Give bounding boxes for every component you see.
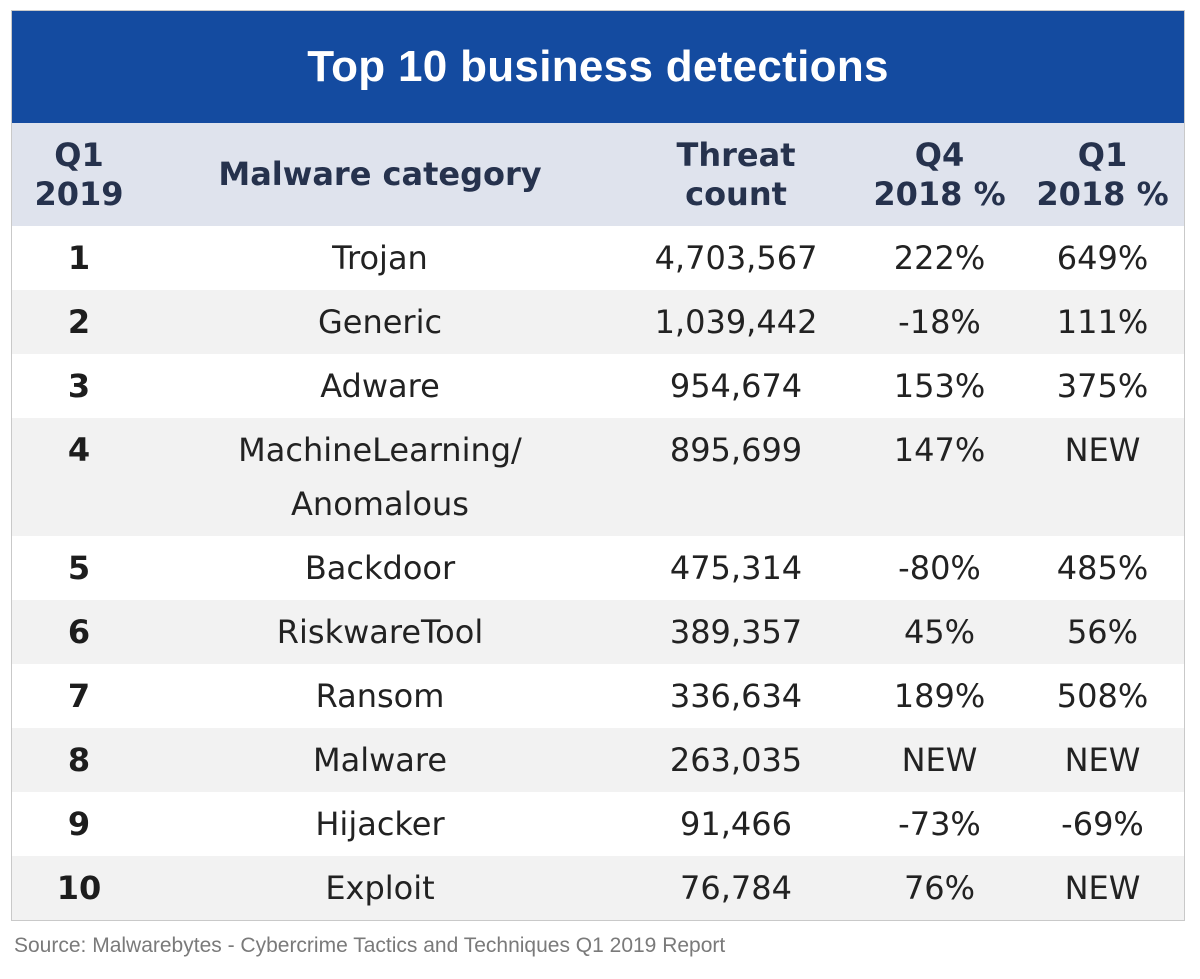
q4-2018-pct-cell: 222% (893, 239, 986, 277)
q4-2018-pct-cell: 147% (893, 431, 986, 469)
category-cell: Hijacker (146, 792, 614, 856)
header-category: Malware category (146, 123, 614, 226)
threat-count-cell: 76,784 (680, 869, 792, 907)
category-cell: RiskwareTool (146, 600, 614, 664)
table-row: 9 Hijacker 91,466 -73% -69% (12, 792, 1184, 856)
q1-2018-pct-cell: NEW (1064, 431, 1141, 469)
header-q1-line: 2018 % (1036, 174, 1169, 213)
table-row: 6 RiskwareTool 389,357 45% 56% (12, 600, 1184, 664)
q1-2018-pct-cell: 485% (1056, 549, 1149, 587)
header-q4-2018: Q4 2018 % (858, 123, 1021, 226)
header-q1-2018: Q1 2018 % (1021, 123, 1184, 226)
header-rank-line: Q1 (54, 135, 104, 174)
q1-2018-pct-cell: NEW (1064, 741, 1141, 779)
category-line: MachineLearning/ (238, 431, 522, 469)
table-row: 8 Malware 263,035 NEW NEW (12, 728, 1184, 792)
rank-cell: 10 (56, 869, 102, 907)
q1-2018-pct-cell: 649% (1056, 239, 1149, 277)
category-line: Trojan (332, 239, 428, 277)
category-cell: Trojan (146, 226, 614, 290)
rank-cell: 4 (67, 431, 91, 469)
category-cell: Malware (146, 728, 614, 792)
header-rank: Q1 2019 (12, 123, 146, 226)
category-line: Anomalous (291, 485, 469, 523)
table-row: 5 Backdoor 475,314 -80% 485% (12, 536, 1184, 600)
detections-table: Q1 2019 Malware category Threat count Q4… (12, 123, 1184, 920)
category-cell: Ransom (146, 664, 614, 728)
rank-cell: 6 (67, 613, 91, 651)
table-row: 2 Generic 1,039,442 -18% 111% (12, 290, 1184, 354)
threat-count-cell: 336,634 (669, 677, 803, 715)
q1-2018-pct-cell: 508% (1056, 677, 1149, 715)
header-count-line: count (685, 174, 787, 213)
category-line: Generic (317, 303, 443, 341)
threat-count-cell: 4,703,567 (654, 239, 818, 277)
q4-2018-pct-cell: 76% (903, 869, 976, 907)
category-line: Hijacker (315, 805, 445, 843)
title-bar: Top 10 business detections (12, 11, 1184, 123)
q4-2018-pct-cell: 153% (893, 367, 986, 405)
table-card: Top 10 business detections Q1 2019 Malwa… (11, 10, 1185, 921)
q4-2018-pct-cell: -80% (898, 549, 981, 587)
threat-count-cell: 475,314 (669, 549, 803, 587)
category-line: Adware (320, 367, 440, 405)
header-q4-line: Q4 (914, 135, 965, 174)
q1-2018-pct-cell: 111% (1056, 303, 1149, 341)
category-cell: Exploit (146, 856, 614, 920)
category-line: Exploit (325, 869, 435, 907)
threat-count-cell: 263,035 (669, 741, 803, 779)
header-count: Threat count (614, 123, 858, 226)
header-category-label: Malware category (218, 155, 542, 193)
rank-cell: 7 (67, 677, 91, 715)
category-cell: Adware (146, 354, 614, 418)
rank-cell: 2 (67, 303, 91, 341)
header-q4-line: 2018 % (873, 174, 1006, 213)
category-line: Ransom (315, 677, 445, 715)
header-row: Q1 2019 Malware category Threat count Q4… (12, 123, 1184, 226)
table-row: 1 Trojan 4,703,567 222% 649% (12, 226, 1184, 290)
rank-cell: 9 (67, 805, 91, 843)
category-cell: MachineLearning/Anomalous (146, 418, 614, 536)
header-rank-line: 2019 (34, 174, 124, 213)
q1-2018-pct-cell: -69% (1061, 805, 1144, 843)
rank-cell: 1 (67, 239, 91, 277)
category-line: Malware (312, 741, 448, 779)
header-count-line: Threat (676, 135, 796, 174)
q4-2018-pct-cell: -18% (898, 303, 981, 341)
threat-count-cell: 1,039,442 (654, 303, 818, 341)
q4-2018-pct-cell: -73% (898, 805, 981, 843)
source-note: Source: Malwarebytes - Cybercrime Tactic… (14, 934, 726, 957)
table-body: 1 Trojan 4,703,567 222% 649% 2 Generic 1,039,44… (12, 226, 1184, 920)
q1-2018-pct-cell: 375% (1056, 367, 1149, 405)
q1-2018-pct-cell: 56% (1066, 613, 1139, 651)
threat-count-cell: 954,674 (669, 367, 803, 405)
q4-2018-pct-cell: 45% (903, 613, 976, 651)
threat-count-cell: 895,699 (669, 431, 803, 469)
rank-cell: 3 (67, 367, 91, 405)
category-cell: Backdoor (146, 536, 614, 600)
q4-2018-pct-cell: NEW (901, 741, 978, 779)
header-q1-line: Q1 (1077, 135, 1128, 174)
q1-2018-pct-cell: NEW (1064, 869, 1141, 907)
rank-cell: 8 (67, 741, 91, 779)
table-row: 4 MachineLearning/Anomalous 895,699 147% NEW (12, 418, 1184, 536)
table-row: 7 Ransom 336,634 189% 508% (12, 664, 1184, 728)
category-line: Backdoor (304, 549, 456, 587)
category-line: RiskwareTool (276, 613, 484, 651)
threat-count-cell: 91,466 (680, 805, 792, 843)
table-row: 10 Exploit 76,784 76% NEW (12, 856, 1184, 920)
threat-count-cell: 389,357 (669, 613, 803, 651)
table-row: 3 Adware 954,674 153% 375% (12, 354, 1184, 418)
rank-cell: 5 (67, 549, 91, 587)
table-title: Top 10 business detections (307, 42, 889, 91)
q4-2018-pct-cell: 189% (893, 677, 986, 715)
category-cell: Generic (146, 290, 614, 354)
